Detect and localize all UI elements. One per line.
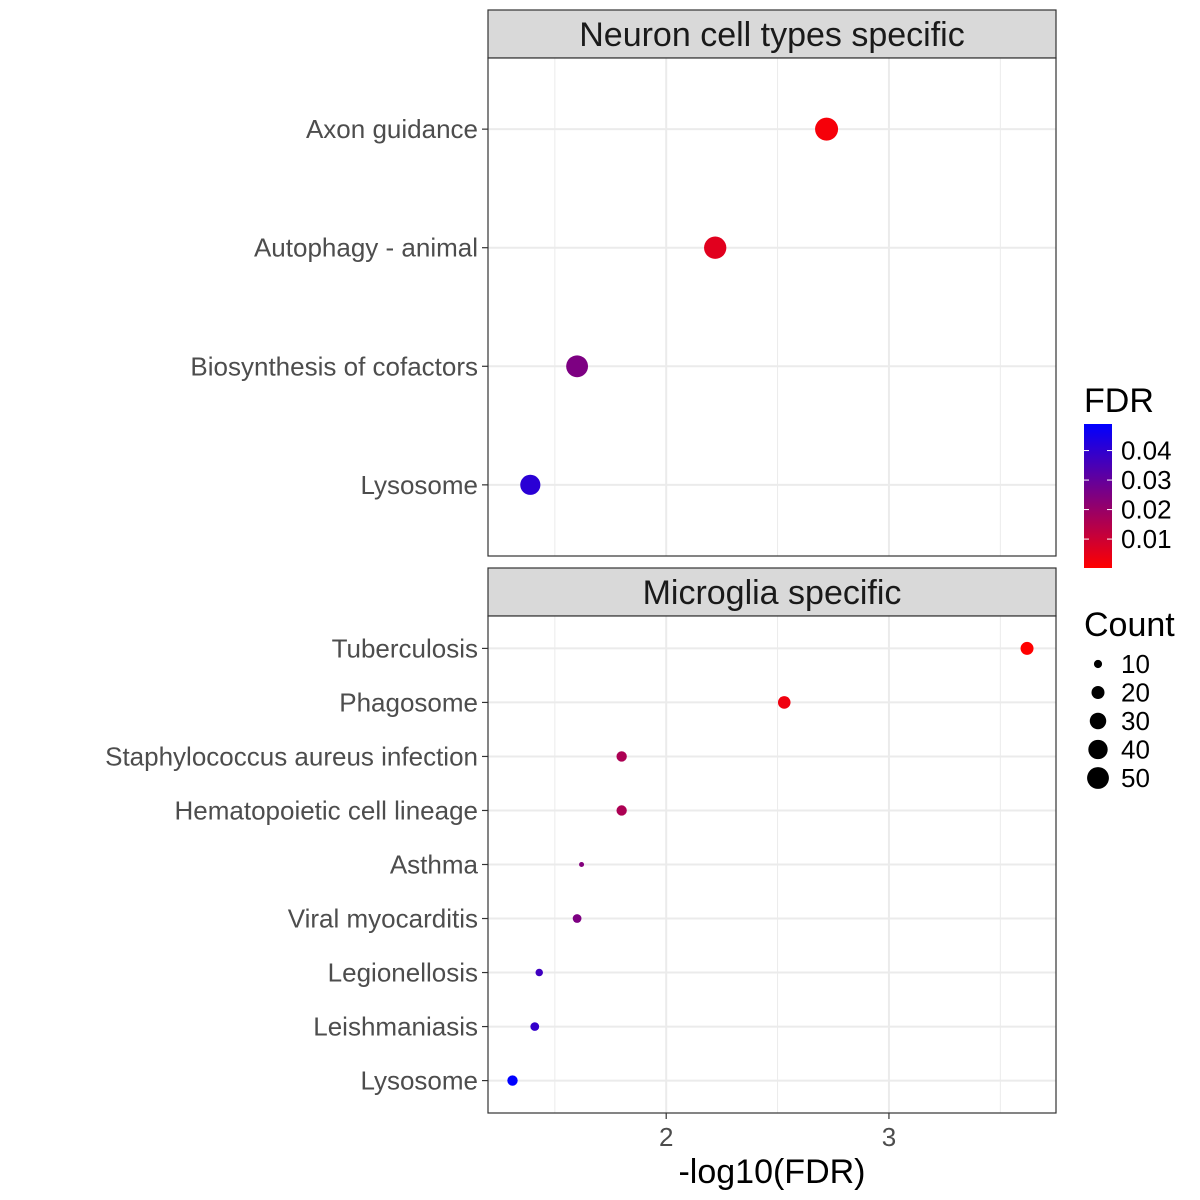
legend-size-key [1091,686,1105,699]
data-point [1020,641,1034,655]
panel-border [487,615,1057,1114]
data-point [520,474,541,495]
panel-1: Neuron cell types specific Axon guidance A… [190,9,1057,557]
data-point [815,117,839,141]
legend-size-key [1093,659,1103,669]
y-tick-label: Biosynthesis of cofactors [190,351,478,381]
facet-title: Microglia specific [643,574,902,612]
legend-label-fdr: 0.01 [1121,524,1172,554]
data-point [566,355,589,378]
y-tick-label: Legionellosis [328,958,478,988]
x-tick-label: 2 [659,1122,673,1152]
x-axis-label: -log10(FDR) [678,1153,865,1191]
data-point [777,696,791,709]
legend-label-count: 10 [1121,649,1150,679]
data-point [579,862,585,867]
data-point [704,236,727,259]
legend-title-count: Count [1084,606,1175,644]
legend-title-fdr: FDR [1084,382,1154,420]
y-tick-label: Hematopoietic cell lineage [174,795,478,825]
data-point [572,914,582,923]
facet-title: Neuron cell types specific [579,16,965,54]
y-tick-label: Lysosome [360,1066,478,1096]
legend-label-fdr: 0.03 [1121,465,1172,495]
panel-background [488,58,1056,556]
fdr-colorbar [1084,424,1112,568]
legend-label-fdr: 0.02 [1121,495,1172,525]
legend-label-fdr: 0.04 [1121,436,1172,466]
y-tick-label: Autophagy - animal [254,233,478,263]
panel-2: Microglia specific Tuberculosis Phagosome S… [105,567,1057,1114]
y-tick-label: Staphylococcus aureus infection [105,741,478,771]
legend-label-count: 20 [1121,678,1150,708]
y-tick-label: Lysosome [360,470,478,500]
y-tick-label: Phagosome [339,687,478,717]
y-tick-label: Leishmaniasis [313,1012,478,1042]
y-tick-label: Tuberculosis [332,633,478,663]
legend-size-key [1089,712,1107,730]
legend-label-count: 30 [1121,706,1150,736]
panel-border [487,57,1057,557]
data-point [616,805,627,816]
legend-label-count: 50 [1121,763,1150,793]
legend-size-key [1088,739,1108,760]
data-point [507,1075,518,1086]
x-tick-label: 3 [882,1122,896,1152]
data-point [616,751,627,762]
data-point [530,1022,540,1031]
y-tick-label: Viral myocarditis [288,904,478,934]
y-tick-label: Axon guidance [306,114,478,144]
legend-label-count: 40 [1121,735,1150,765]
data-point [535,968,543,977]
facet-strip [487,9,1057,59]
y-tick-label: Asthma [390,850,479,880]
legend-size-key [1087,767,1109,789]
